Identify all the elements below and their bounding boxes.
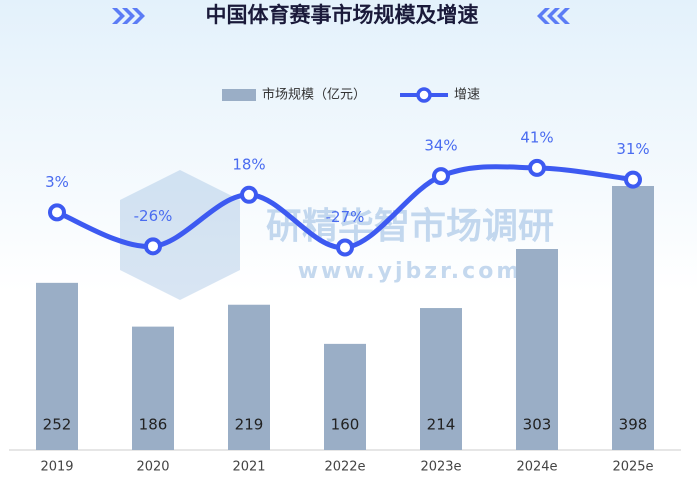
bar xyxy=(420,308,462,450)
bar-value-label: 398 xyxy=(619,416,648,434)
line-marker xyxy=(240,185,258,204)
line-marker xyxy=(48,203,66,222)
chart-title: 中国体育赛事市场规模及增速 xyxy=(206,3,479,27)
line-marker xyxy=(144,237,162,256)
line-value-label: 3% xyxy=(45,173,69,191)
x-tick-label: 2023e xyxy=(420,460,461,475)
bar-value-label: 252 xyxy=(43,416,72,434)
x-tick-label: 2021 xyxy=(232,460,265,475)
bar xyxy=(516,249,558,450)
watermark-url: www.yjbzr.com xyxy=(298,259,523,284)
line-marker xyxy=(624,170,642,189)
bar-value-label: 214 xyxy=(427,416,456,434)
watermark-text: 研精毕智市场调研 xyxy=(266,206,554,247)
line-value-label: 18% xyxy=(232,155,265,173)
bar xyxy=(132,326,174,450)
line-value-label: 41% xyxy=(520,128,553,146)
bar-value-label: 186 xyxy=(139,416,168,434)
line-marker xyxy=(528,158,546,177)
bar-value-label: 219 xyxy=(235,416,264,434)
x-tick-label: 2019 xyxy=(40,460,73,475)
bar xyxy=(324,343,366,450)
line-marker xyxy=(432,167,450,186)
bar-value-label: 303 xyxy=(523,416,552,434)
line-value-label: 34% xyxy=(424,137,457,155)
x-tick-label: 2020 xyxy=(136,460,169,475)
legend-label: 市场规模（亿元） xyxy=(262,87,366,103)
line-value-label: -26% xyxy=(134,207,173,225)
x-tick-label: 2025e xyxy=(612,460,653,475)
legend-swatch xyxy=(222,89,256,101)
x-tick-label: 2022e xyxy=(324,460,365,475)
bar xyxy=(228,304,270,450)
bar xyxy=(612,185,654,450)
bar-value-label: 160 xyxy=(331,416,360,434)
line-value-label: 31% xyxy=(616,140,649,158)
bar xyxy=(36,282,78,450)
legend-label: 增速 xyxy=(454,88,480,103)
legend-swatch xyxy=(416,87,432,103)
x-tick-label: 2024e xyxy=(516,460,557,475)
title-decoration xyxy=(112,8,570,24)
line-marker xyxy=(336,238,354,257)
line-value-label: -27% xyxy=(326,208,365,226)
